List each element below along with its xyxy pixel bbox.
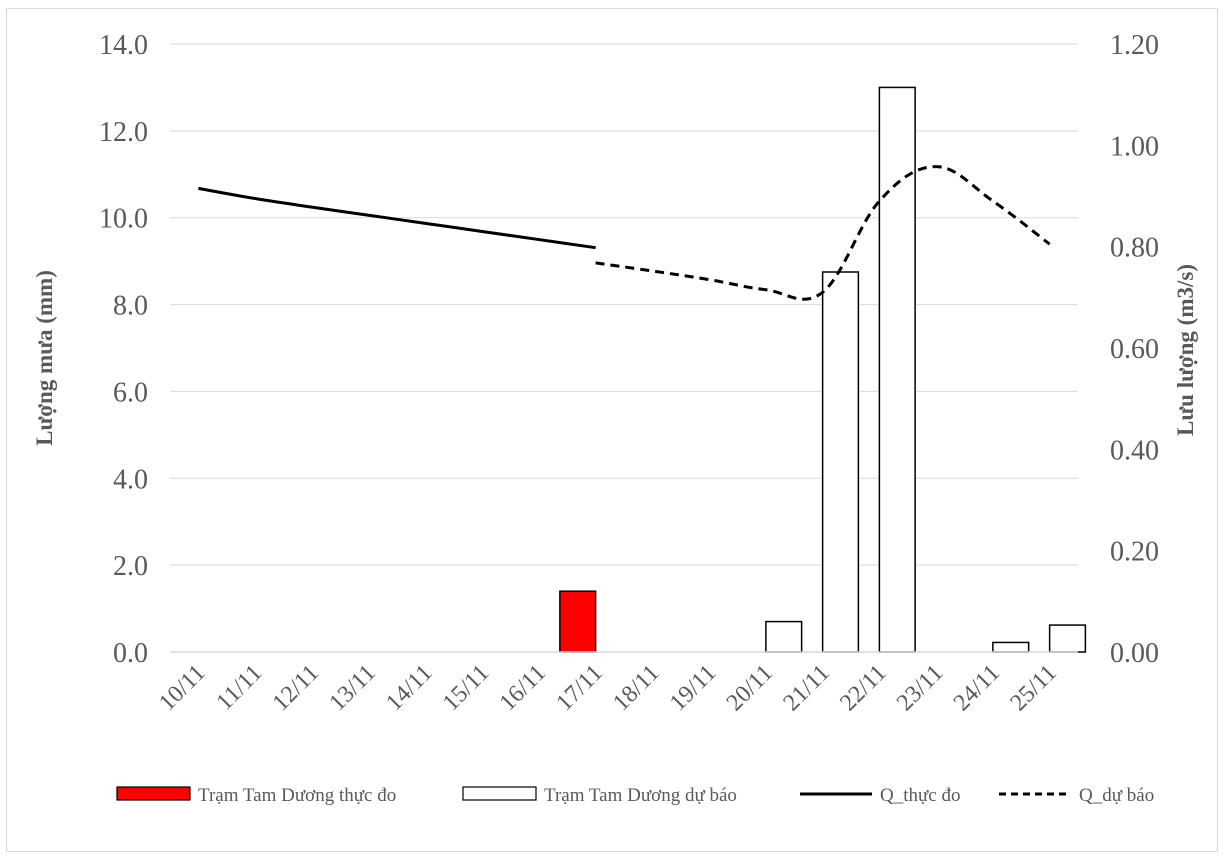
bar — [1048, 624, 1087, 653]
bar — [821, 271, 860, 653]
y-right-tick-label: 0.40 — [1110, 435, 1159, 466]
legend-item-line-forecast: Q_dự báo — [999, 785, 1154, 806]
x-tick-label: 10/11 — [154, 660, 210, 716]
y-left-tick-label: 14.0 — [99, 30, 148, 61]
legend-label-bar-measured: Trạm Tam Dương thực đo — [198, 785, 396, 806]
x-tick-label: 22/11 — [835, 660, 891, 716]
y-right-tick-label: 0.00 — [1110, 638, 1159, 669]
legend-item-bar-forecast: Trạm Tam Dương dự báo — [462, 785, 737, 806]
x-tick-label: 25/11 — [1005, 660, 1061, 716]
y-left-tick-label: 2.0 — [113, 551, 148, 582]
x-tick-label: 12/11 — [268, 660, 324, 716]
y-right-tick-label: 1.20 — [1110, 30, 1159, 61]
x-tick-label: 21/11 — [778, 660, 834, 716]
y-right-tick-label: 0.80 — [1110, 233, 1159, 264]
axes-layer: 0.0 2.0 4.0 6.0 8.0 10.0 12.0 14.0 0.00 0.20 0.40 0… — [99, 30, 1159, 716]
x-tick-label: 15/11 — [438, 660, 494, 716]
bar — [992, 641, 1030, 653]
legend-swatch-bar-forecast — [462, 786, 537, 801]
y-left-tick-label: 6.0 — [113, 377, 148, 408]
y-left-tick-label: 4.0 — [113, 464, 148, 495]
legend-label-line-measured: Q_thực đo — [880, 785, 960, 806]
legend-item-bar-measured: Trạm Tam Dương thực đo — [116, 785, 396, 806]
series-line — [595, 165, 1051, 301]
x-tick-label: 16/11 — [495, 660, 551, 716]
x-tick-label: 13/11 — [324, 660, 380, 716]
y-left-tick-label: 10.0 — [99, 204, 148, 235]
y-right-tick-label: 0.60 — [1110, 334, 1159, 365]
x-tick-label: 14/11 — [381, 660, 437, 716]
x-tick-label: 23/11 — [892, 660, 948, 716]
y-right-axis-title: Lưu lượng (m3/s) — [1173, 264, 1198, 436]
y-left-tick-label: 0.0 — [113, 638, 148, 669]
x-tick-label: 19/11 — [665, 660, 721, 716]
legend-label-bar-forecast: Trạm Tam Dương dự báo — [544, 785, 737, 806]
y-right-tick-label: 0.20 — [1110, 537, 1159, 568]
legend-item-line-measured: Q_thực đo — [800, 785, 960, 806]
y-right-tick-label: 1.00 — [1110, 131, 1159, 162]
bar — [765, 620, 803, 653]
x-tick-label: 20/11 — [722, 660, 778, 716]
y-left-axis-title: Lượng mưa (mm) — [32, 270, 57, 446]
series-line — [198, 186, 596, 250]
legend-label-line-forecast: Q_dự báo — [1079, 785, 1154, 806]
bar — [559, 590, 597, 653]
legend: Trạm Tam Dương thực đo Trạm Tam Dương dự… — [116, 785, 1154, 806]
x-tick-label: 18/11 — [608, 660, 664, 716]
x-tick-label: 17/11 — [551, 660, 607, 716]
legend-swatch-bar-measured — [116, 786, 191, 801]
x-tick-label: 24/11 — [949, 660, 1005, 716]
y-left-tick-label: 8.0 — [113, 291, 148, 322]
bar — [878, 86, 916, 653]
chart-frame — [6, 8, 1218, 852]
x-tick-label: 11/11 — [212, 660, 268, 716]
gridlines — [170, 43, 1078, 566]
lines-layer — [198, 165, 1051, 301]
y-left-tick-label: 12.0 — [99, 117, 148, 148]
bars-layer — [559, 86, 1087, 653]
